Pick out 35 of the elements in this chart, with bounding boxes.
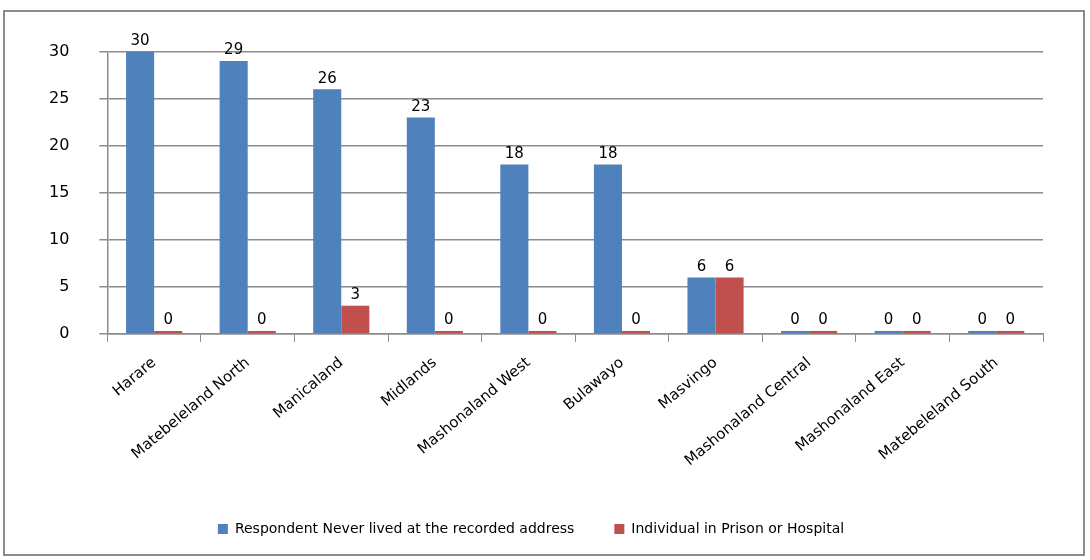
data-label: 26	[317, 68, 337, 87]
data-label: 0	[537, 310, 548, 329]
data-label: 0	[631, 310, 641, 329]
data-label: 0	[818, 310, 828, 329]
data-label: 3	[350, 285, 361, 304]
data-label: 0	[256, 310, 267, 329]
data-label: 18	[504, 143, 524, 162]
data-label: 0	[1005, 310, 1016, 329]
y-tick-label: 15	[49, 181, 70, 201]
data-label: 0	[883, 310, 894, 329]
data-label: 29	[224, 40, 244, 59]
y-tick-label: 20	[49, 134, 70, 154]
data-label: 0	[790, 310, 800, 329]
data-label: 0	[163, 310, 173, 329]
bar	[593, 164, 622, 334]
data-label: 6	[696, 256, 707, 275]
y-tick-label: 5	[59, 276, 70, 296]
legend-label: Individual in Prison or Hospital	[631, 519, 845, 536]
data-label: 0	[444, 310, 454, 329]
data-label: 0	[977, 310, 987, 329]
y-tick-label: 10	[49, 228, 70, 248]
data-label: 0	[911, 310, 922, 329]
y-tick-label: 30	[49, 40, 70, 60]
bar	[500, 164, 529, 334]
y-tick-label: 25	[49, 87, 70, 107]
data-label: 30	[130, 30, 150, 49]
data-label: 23	[411, 96, 431, 115]
legend-label: Respondent Never lived at the recorded address	[234, 519, 575, 536]
bar	[406, 117, 435, 334]
y-tick-label: 0	[59, 323, 70, 343]
bar	[126, 51, 155, 334]
bar	[313, 89, 342, 334]
bar	[219, 61, 248, 334]
data-label: 18	[598, 143, 618, 162]
data-label: 6	[724, 256, 735, 275]
